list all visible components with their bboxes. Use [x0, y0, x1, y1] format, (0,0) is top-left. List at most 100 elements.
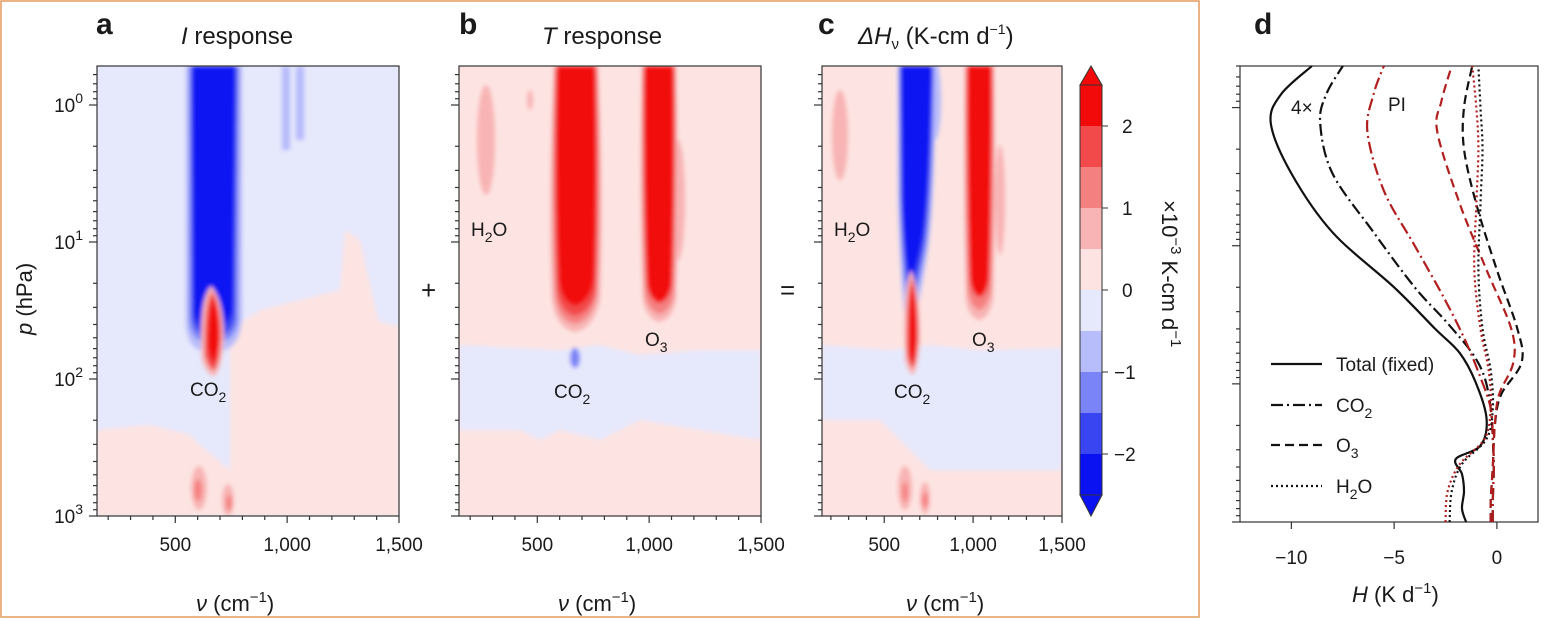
heatmap-c-neg-lower [822, 345, 1062, 420]
xtick-label-a-1: 1,000 [263, 535, 311, 556]
heatmap-c [822, 66, 1062, 516]
panel-title-b: T response [542, 23, 662, 50]
series-line-o3-4x [1461, 65, 1524, 523]
heatmap-b-co2-blue-blob [570, 348, 580, 368]
annotation-o3-b: O3 [645, 330, 668, 355]
panel-letter-b: b [459, 8, 477, 41]
colorbar-top-triangle [1079, 65, 1103, 86]
heatmap-c-blob-4 [922, 492, 928, 508]
series-line-co2-4x [1318, 65, 1495, 523]
annotation-h2o-c: H2O [834, 220, 870, 245]
heatmap-c-blob-2 [902, 482, 908, 502]
colorbar-ticklabel-m2: −2 [1114, 445, 1136, 466]
legend-d: Total (fixed) CO2 O3 H2O [1271, 355, 1434, 502]
annotation-co2-a: CO2 [190, 380, 227, 405]
colorbar-seg-7 [1080, 331, 1102, 372]
xlabel-a: ν (cm−1) [196, 589, 274, 616]
series-line-h2o-pi [1444, 65, 1493, 523]
heatmap-b-pos-lower [459, 420, 761, 516]
panel-title-c: ΔHν (K-cm d−1) [857, 21, 1014, 53]
panel-letter-d: d [1254, 8, 1272, 41]
colorbar-seg-2 [1080, 126, 1102, 167]
heatmap-a-red-plume-core [207, 298, 219, 362]
ytick-label-a-0: 100 [54, 90, 83, 117]
legend-label-co2: CO2 [1336, 396, 1373, 421]
xtick-label-c-0: 500 [868, 535, 900, 556]
heatmap-b-h2o-blob-1 [477, 85, 495, 195]
xtick-label-c-2: 1,500 [1038, 535, 1086, 556]
heatmap-c-neg-lower2 [880, 420, 1062, 470]
heatmap-c-o3-blob [995, 145, 1005, 255]
annotation-co2-b: CO2 [554, 382, 591, 407]
annotation-o3-c: O3 [972, 330, 995, 355]
axes-c [821, 65, 1063, 517]
colorbar-ticklabel-m1: −1 [1114, 363, 1136, 384]
series-line-co2-pi [1365, 65, 1495, 523]
xtick-label-c-1: 1,000 [949, 535, 997, 556]
colorbar-seg-5 [1080, 249, 1102, 290]
colorbar-ticklabel-1: 1 [1122, 199, 1133, 220]
colorbar-seg-6 [1080, 290, 1102, 331]
heatmap-a-faint-blue-2 [296, 66, 304, 140]
annotation-pi: PI [1388, 95, 1406, 116]
series-line-o3-pi [1435, 65, 1516, 523]
panel-frame [0, 0, 1200, 618]
colorbar: 2 1 0 −1 −2 ×10−3 K-cm d−1 [1079, 65, 1184, 518]
heatmap-b-h2o-blob-2 [527, 90, 533, 110]
heatmap-b-corner-blob [465, 497, 495, 513]
annotation-4x: 4× [1291, 98, 1313, 119]
xtick-label-a-2: 1,500 [375, 535, 423, 556]
heatmap-b-o3-core [643, 66, 675, 303]
xlabel-c: ν (cm−1) [906, 589, 984, 616]
colorbar-seg-1 [1080, 85, 1102, 126]
colorbar-label: ×10−3 K-cm d−1 [1157, 200, 1184, 347]
heatmap-a-deep-blue [192, 66, 235, 328]
legend-label-o3: O3 [1336, 436, 1359, 461]
colorbar-ticklabel-2: 2 [1122, 117, 1133, 138]
heatmap-c-h2o-blob [832, 90, 848, 180]
xlabel-d: H (K d−1) [1352, 580, 1439, 607]
panel-title-a: I response [181, 23, 293, 50]
annotation-h2o-b: H2O [471, 220, 507, 245]
colorbar-seg-9 [1080, 413, 1102, 454]
heatmap-c-o3-core [967, 66, 992, 297]
colorbar-ticklabel-0: 0 [1122, 281, 1133, 302]
panel-letter-c: c [818, 8, 835, 41]
annotation-co2-c: CO2 [894, 382, 931, 407]
colorbar-bottom-triangle [1079, 494, 1103, 518]
xtick-label-b-1: 1,000 [625, 535, 673, 556]
heatmap-a [97, 66, 399, 516]
legend-label-total: Total (fixed) [1336, 355, 1434, 376]
panel-letter-a: a [96, 8, 113, 41]
colorbar-seg-3 [1080, 167, 1102, 208]
axes-a [96, 65, 400, 517]
xtick-label-d-0: −10 [1275, 548, 1307, 569]
heatmap-b-co2-core [556, 66, 596, 306]
colorbar-seg-8 [1080, 372, 1102, 413]
heatmap-a-pos-right2 [240, 320, 399, 420]
xtick-label-d-2: 0 [1492, 548, 1503, 569]
heatmap-a-faint-blue-1 [282, 66, 290, 150]
operator-plus: + [421, 275, 436, 305]
ylabel-a: p (hPa) [12, 263, 37, 336]
series-line-total-fixed--4x [1269, 65, 1488, 523]
axes-b [458, 65, 762, 517]
operator-equals: = [780, 275, 795, 305]
heatmap-c-deep-blue [901, 66, 932, 278]
xtick-label-b-2: 1,500 [737, 535, 785, 556]
xlabel-b: ν (cm−1) [558, 589, 636, 616]
heatmap-a-blob-2 [194, 479, 202, 501]
axes-d [1239, 65, 1539, 523]
legend-label-h2o: H2O [1336, 477, 1372, 502]
xtick-label-d-1: −5 [1383, 548, 1405, 569]
ytick-label-a-2: 102 [54, 364, 83, 391]
heatmap-a-blob-4 [226, 495, 232, 511]
ytick-label-a-1: 101 [54, 227, 83, 254]
xtick-label-a-0: 500 [159, 535, 191, 556]
colorbar-seg-10 [1080, 454, 1102, 495]
xtick-label-b-0: 500 [521, 535, 553, 556]
colorbar-seg-4 [1080, 208, 1102, 249]
heatmap-c-red-plume-core [908, 286, 917, 362]
